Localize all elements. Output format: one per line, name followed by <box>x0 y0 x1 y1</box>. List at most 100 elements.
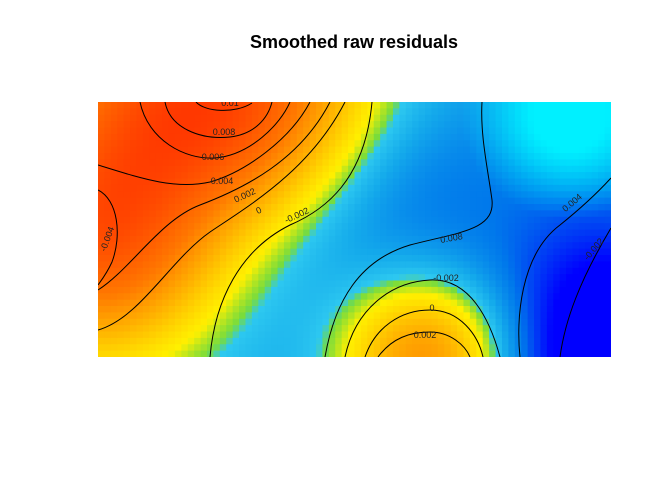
heat-cell <box>181 337 189 345</box>
heat-cell <box>251 204 259 211</box>
heat-cell <box>303 146 311 154</box>
heat-cell <box>373 235 381 243</box>
heat-cell <box>98 191 106 199</box>
heat-cell <box>591 178 599 186</box>
heat-cell <box>399 255 407 262</box>
heat-cell <box>450 235 458 243</box>
heat-cell <box>591 235 599 243</box>
heat-cell <box>232 204 240 211</box>
heat-cell <box>386 337 394 345</box>
heat-cell <box>155 140 163 148</box>
heat-cell <box>578 197 586 205</box>
heat-cell <box>303 197 311 205</box>
heat-cell <box>604 248 611 256</box>
heat-cell <box>117 299 125 307</box>
heat-cell <box>341 318 349 326</box>
heat-cell <box>296 197 304 205</box>
heat-cell <box>181 172 189 180</box>
heat-cell <box>258 255 266 262</box>
heat-cell <box>239 197 247 205</box>
heat-cell <box>271 114 279 122</box>
heat-cell <box>194 133 202 141</box>
heat-cell <box>123 108 131 116</box>
heat-cell <box>444 102 452 109</box>
heat-cell <box>514 344 522 352</box>
heat-cell <box>245 267 253 275</box>
heat-cell <box>521 172 529 180</box>
heat-cell <box>207 184 215 192</box>
heat-cell <box>392 280 400 288</box>
heat-cell <box>271 280 279 288</box>
heat-cell <box>226 350 234 357</box>
heat-cell <box>463 114 471 122</box>
heat-cell <box>251 344 259 352</box>
heat-cell <box>187 235 195 243</box>
heat-cell <box>142 235 150 243</box>
heat-cell <box>187 140 195 148</box>
heat-cell <box>399 242 407 250</box>
heat-cell <box>444 299 452 307</box>
heat-cell <box>591 146 599 154</box>
heat-cell <box>316 325 324 333</box>
contour-label: 0.004 <box>211 176 234 186</box>
heat-cell <box>123 280 131 288</box>
heat-cell <box>360 108 368 116</box>
heat-cell <box>187 165 195 173</box>
heat-cell <box>110 280 118 288</box>
heat-cell <box>110 127 118 135</box>
heat-cell <box>546 344 554 352</box>
heat-cell <box>187 293 195 301</box>
heat-cell <box>546 350 554 357</box>
heat-cell <box>258 274 266 282</box>
heat-cell <box>149 325 157 333</box>
heat-cell <box>476 153 484 160</box>
heat-cell <box>380 159 388 167</box>
heat-cell <box>405 197 413 205</box>
heat-cell <box>328 299 336 307</box>
heat-cell <box>392 210 400 218</box>
heat-cell <box>187 197 195 205</box>
heat-cell <box>399 248 407 256</box>
heat-cell <box>399 191 407 199</box>
heat-cell <box>162 280 170 288</box>
heat-cell <box>245 280 253 288</box>
heat-cell <box>181 153 189 160</box>
heat-cell <box>431 159 439 167</box>
heat-cell <box>117 306 125 313</box>
heat-cell <box>591 102 599 109</box>
heat-cell <box>495 133 503 141</box>
heat-cell <box>482 344 490 352</box>
heat-cell <box>514 235 522 243</box>
heat-cell <box>98 267 106 275</box>
heat-cell <box>399 216 407 224</box>
heat-cell <box>296 255 304 262</box>
heat-cell <box>566 184 574 192</box>
heat-cell <box>534 223 542 231</box>
heat-cell <box>514 242 522 250</box>
heat-cell <box>149 261 157 269</box>
heat-cell <box>239 229 247 237</box>
heat-cell <box>578 159 586 167</box>
heat-cell <box>546 306 554 313</box>
heat-cell <box>271 121 279 129</box>
heat-cell <box>444 267 452 275</box>
heat-cell <box>226 114 234 122</box>
heat-cell <box>386 133 394 141</box>
heat-cell <box>277 216 285 224</box>
heat-cell <box>207 325 215 333</box>
heat-cell <box>155 223 163 231</box>
heat-cell <box>559 223 567 231</box>
heat-cell <box>98 337 106 345</box>
heat-cell <box>450 153 458 160</box>
heat-cell <box>341 248 349 256</box>
heat-cell <box>104 242 112 250</box>
heat-cell <box>572 178 580 186</box>
heat-cell <box>380 248 388 256</box>
heat-cell <box>495 325 503 333</box>
heat-cell <box>271 216 279 224</box>
heat-cell <box>277 325 285 333</box>
heat-cell <box>367 274 375 282</box>
heat-cell <box>283 255 291 262</box>
heat-cell <box>155 325 163 333</box>
heat-cell <box>264 325 272 333</box>
